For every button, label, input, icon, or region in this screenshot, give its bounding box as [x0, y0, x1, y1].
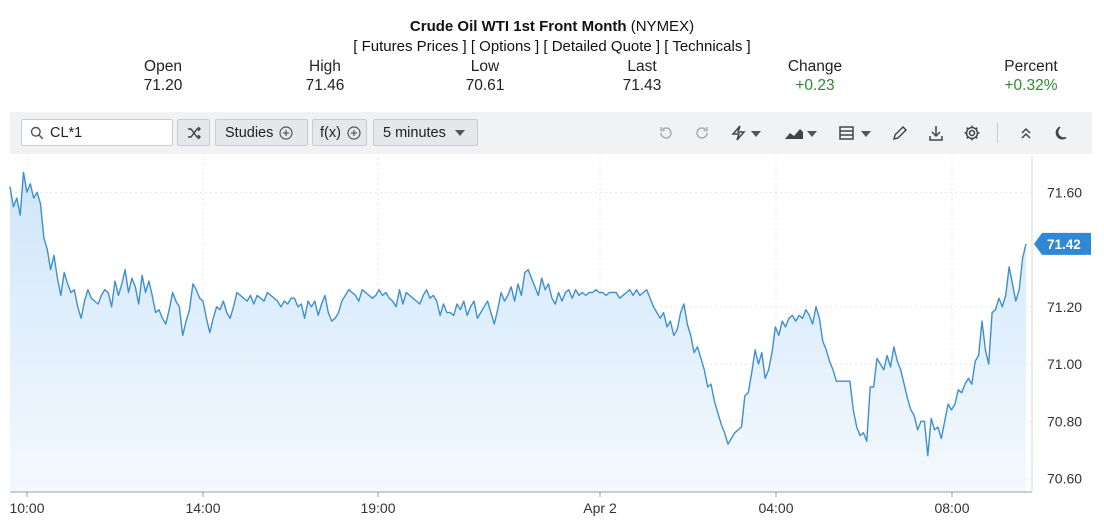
x-tick-label: 08:00: [934, 500, 969, 516]
symbol-input[interactable]: [50, 124, 160, 141]
title-instrument: Crude Oil WTI 1st Front Month: [409, 18, 627, 35]
page-title: Crude Oil WTI 1st Front Month (NYMEX): [0, 18, 1104, 35]
high-label: High: [309, 58, 341, 75]
y-tick-label: 70.80: [1047, 413, 1082, 429]
quote-high: High 71.46: [285, 57, 365, 95]
layout-icon[interactable]: [836, 123, 874, 143]
quote-change: Change +0.23: [775, 57, 855, 95]
studies-label: Studies: [225, 124, 274, 141]
percent-label: Percent: [1004, 58, 1058, 75]
quote-last: Last 71.43: [606, 57, 678, 95]
functions-button[interactable]: f(x): [312, 119, 367, 146]
quote-percent: Percent +0.32%: [991, 57, 1071, 95]
download-icon[interactable]: [926, 123, 946, 143]
price-area-fill: [10, 172, 1026, 493]
last-price-label: 71.42: [1047, 237, 1081, 252]
chart-toolbar: Studies f(x) 5 minutes: [10, 112, 1092, 154]
y-tick-label: 70.60: [1047, 471, 1082, 487]
interval-label: 5 minutes: [383, 124, 446, 141]
quote-open: Open 71.20: [123, 57, 203, 95]
interval-select[interactable]: 5 minutes: [373, 119, 478, 146]
change-label: Change: [787, 58, 843, 75]
chart-type-icon[interactable]: [782, 123, 820, 143]
lightning-icon[interactable]: [728, 123, 764, 143]
y-tick-label: 71.20: [1047, 299, 1082, 315]
low-label: Low: [470, 58, 500, 75]
redo-icon[interactable]: [692, 123, 712, 143]
quote-low: Low 70.61: [445, 57, 525, 95]
x-tick-label: 19:00: [360, 500, 395, 516]
last-price-badge: 71.42: [1034, 232, 1091, 255]
add-circle-icon: [347, 125, 361, 140]
high-value: 71.46: [305, 77, 345, 94]
x-tick-label: 10:00: [9, 500, 44, 516]
last-value: 71.43: [622, 77, 662, 94]
toolbar-divider: [997, 123, 998, 143]
compare-button[interactable]: [177, 119, 210, 146]
symbol-search-box[interactable]: [21, 119, 173, 146]
search-icon: [30, 126, 44, 140]
x-tick-label: Apr 2: [583, 500, 617, 516]
price-line: [9, 171, 1027, 457]
x-tick-label: 14:00: [185, 500, 220, 516]
pencil-icon[interactable]: [890, 123, 910, 143]
open-label: Open: [144, 58, 182, 75]
last-label: Last: [627, 58, 657, 75]
y-tick-label: 71.60: [1047, 184, 1082, 200]
collapse-icon[interactable]: [1016, 123, 1036, 143]
functions-label: f(x): [320, 124, 341, 141]
settings-icon[interactable]: [962, 123, 982, 143]
add-circle-icon: [279, 125, 293, 140]
dark-mode-icon[interactable]: [1052, 123, 1072, 143]
undo-icon[interactable]: [656, 123, 676, 143]
y-tick-label: 71.00: [1047, 356, 1082, 372]
x-tick-label: 04:00: [758, 500, 793, 516]
studies-button[interactable]: Studies: [215, 119, 308, 146]
open-value: 71.20: [143, 77, 183, 94]
chevron-down-icon: [454, 129, 465, 136]
quote-links[interactable]: [ Futures Prices ] [ Options ] [ Detaile…: [353, 38, 751, 55]
swap-icon: [186, 125, 202, 141]
title-exchange: (NYMEX): [630, 18, 695, 35]
change-value: +0.23: [795, 77, 835, 94]
percent-value: +0.32%: [1004, 77, 1058, 94]
low-value: 70.61: [465, 77, 505, 94]
